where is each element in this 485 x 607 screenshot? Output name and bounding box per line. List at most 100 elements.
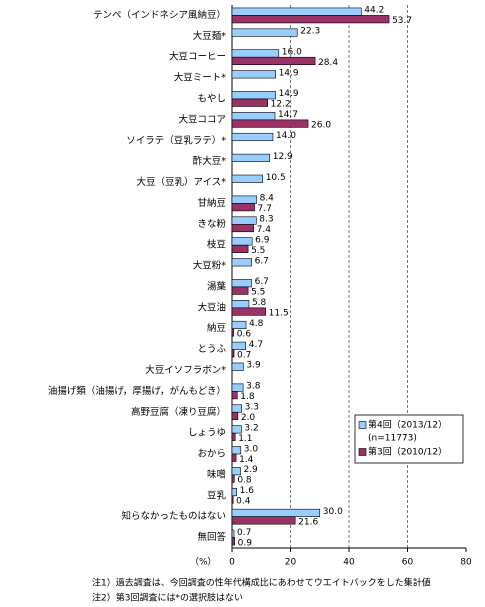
value-label: 44.2 <box>364 6 384 16</box>
legend-swatch <box>358 448 367 456</box>
bar <box>231 98 268 107</box>
bar <box>231 203 255 212</box>
bar <box>231 391 238 400</box>
bar <box>231 328 235 337</box>
category-label: もやし <box>197 93 226 104</box>
category-label: 湯葉 <box>207 280 227 292</box>
value-label: 8.3 <box>259 215 273 225</box>
bar <box>231 237 253 246</box>
category-label: 大豆ココア <box>178 113 226 125</box>
bar <box>231 453 237 462</box>
bar <box>231 341 247 350</box>
bar <box>231 112 276 121</box>
category-label: 枝豆 <box>207 239 226 251</box>
category-label: テンペ（インドネシア風納豆） <box>93 9 226 21</box>
value-label: 3.8 <box>246 382 261 392</box>
bar <box>231 362 244 371</box>
category-label: 大豆油 <box>197 301 226 313</box>
value-label: 7.7 <box>258 204 272 214</box>
category-label: 大豆（豆乳）アイス* <box>137 176 227 188</box>
bar <box>231 174 264 183</box>
bar <box>231 49 280 58</box>
value-label: 11.5 <box>269 309 289 319</box>
value-label: 26.0 <box>311 121 331 131</box>
category-label: 高野豆腐（凍り豆腐） <box>131 406 226 418</box>
category-label: 納豆 <box>207 322 226 334</box>
category-label: 酢大豆* <box>193 155 227 167</box>
bar <box>231 320 247 330</box>
category-label: 大豆イソフラボン* <box>145 364 226 376</box>
value-label: 22.3 <box>300 27 320 37</box>
bar <box>231 286 249 295</box>
bar <box>231 508 321 517</box>
value-label: 14.9 <box>279 89 299 99</box>
legend-box <box>354 414 464 464</box>
bar <box>231 258 252 267</box>
x-tick-label: 0 <box>229 558 235 568</box>
bar <box>231 56 316 66</box>
category-label: 油揚げ類（油揚げ，厚揚げ，がんもどき） <box>48 385 226 397</box>
value-label: 8.4 <box>260 194 275 204</box>
category-label: ソイラテ（豆乳ラテ）* <box>126 134 226 146</box>
value-label: 6.7 <box>255 277 269 287</box>
category-label: とうふ <box>197 344 226 355</box>
category-label: 知らなかったものはない <box>121 510 226 522</box>
bar <box>231 195 257 204</box>
bar <box>231 132 274 142</box>
value-label: 10.5 <box>266 173 286 183</box>
value-label: 1.1 <box>238 434 252 444</box>
x-axis-label: （%） <box>190 557 217 568</box>
bar <box>231 307 266 316</box>
legend-label: 第4回（2013/12） <box>368 419 447 431</box>
x-tick-label: 40 <box>343 558 355 568</box>
x-tick-label: 80 <box>460 558 472 568</box>
value-label: 2.0 <box>241 413 256 423</box>
note: 注2）第3回調査には*の選択肢はない <box>92 592 243 604</box>
category-label: 大豆粉* <box>193 260 227 272</box>
value-label: 6.7 <box>255 256 269 266</box>
bar <box>231 487 237 497</box>
bar <box>231 15 390 24</box>
bar <box>231 119 309 128</box>
category-label: 大豆コーヒー <box>169 51 226 63</box>
bar <box>231 223 254 233</box>
value-label: 4.8 <box>249 319 264 329</box>
value-label: 21.6 <box>298 517 318 527</box>
value-label: 5.5 <box>251 288 265 298</box>
bar <box>231 425 242 434</box>
value-label: 14.9 <box>279 68 299 78</box>
bar <box>231 70 276 79</box>
category-label: 豆乳 <box>207 489 227 501</box>
value-label: 3.9 <box>246 361 261 371</box>
value-label: 6.9 <box>255 235 270 245</box>
category-label: 甘納豆 <box>197 197 226 209</box>
value-label: 0.6 <box>237 329 252 339</box>
category-label: しょうゆ <box>188 428 226 439</box>
value-label: 3.3 <box>245 403 259 413</box>
bar <box>231 7 362 16</box>
legend-swatch <box>358 421 367 429</box>
value-label: 3.0 <box>244 444 259 454</box>
category-label: 味噌 <box>207 468 226 480</box>
bar <box>231 404 242 413</box>
category-label: 無回答 <box>197 531 226 543</box>
bar <box>231 537 235 546</box>
bar <box>231 349 235 358</box>
value-label: 30.0 <box>323 507 343 517</box>
bar <box>231 28 298 37</box>
bar <box>231 244 249 253</box>
bar <box>231 91 276 100</box>
value-label: 14.7 <box>278 110 298 120</box>
bar <box>231 516 296 525</box>
value-label: 5.5 <box>251 246 265 256</box>
bar <box>231 279 252 288</box>
value-label: 2.9 <box>243 465 258 475</box>
x-tick-label: 60 <box>402 558 414 568</box>
value-label: 7.4 <box>257 225 272 235</box>
legend-label: 第3回（2010/12） <box>368 446 447 458</box>
value-label: 0.9 <box>238 538 253 548</box>
bar <box>231 432 236 441</box>
bar <box>231 467 241 476</box>
category-label: きな粉 <box>197 218 226 230</box>
